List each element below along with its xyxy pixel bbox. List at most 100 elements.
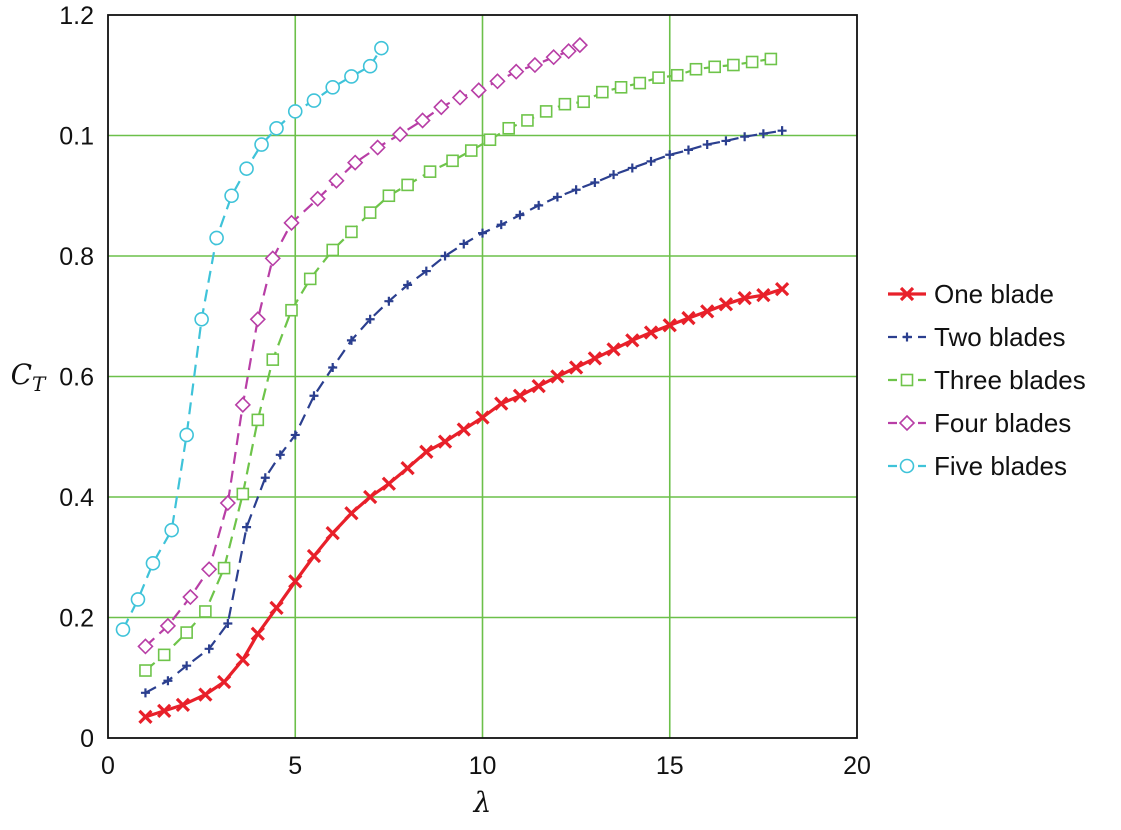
data-point [456,422,471,437]
data-point [345,225,358,239]
data-point [494,396,509,411]
data-point [306,93,322,108]
data-point [737,291,752,306]
data-point [269,120,284,136]
data-point [670,68,684,82]
data-point [423,165,437,178]
data-point [708,60,721,74]
data-point [437,434,453,449]
y-tick-label: 0.8 [59,243,94,271]
data-point [260,473,270,483]
data-point [419,444,434,459]
data-point [363,489,378,505]
data-point [346,335,356,345]
data-point [180,626,193,639]
series-line [144,129,783,694]
series-2 [140,126,787,698]
data-point [568,360,584,375]
data-point [683,145,693,155]
data-point [182,661,192,671]
data-point [251,413,265,427]
data-point [250,626,265,641]
y-tick-label: 0.2 [59,605,94,633]
data-point [288,574,303,589]
data-point [140,688,150,698]
data-point [777,126,787,136]
data-point [145,555,161,571]
data-point [508,63,525,80]
data-point [138,709,153,725]
data-point [689,62,703,76]
data-point [157,648,171,662]
y-tick-label: 0.1 [59,123,94,151]
data-point [590,177,600,187]
data-point [571,185,581,195]
series-1 [138,282,790,725]
data-point [139,664,152,677]
x-tick-label: 20 [843,752,871,780]
data-point [269,600,284,615]
data-point [662,318,677,333]
data-point [496,220,506,230]
data-point [489,73,506,90]
data-point [137,638,154,655]
data-point [369,139,386,156]
grid [108,15,857,738]
data-point [681,310,696,326]
data-point [200,561,218,578]
data-point [643,325,659,340]
data-point [115,622,131,637]
data-point [275,450,285,460]
y-axis-title-subscript: T [32,372,47,396]
data-point [718,297,734,312]
data-point [526,56,544,74]
data-point [531,379,546,394]
data-point [182,588,199,606]
legend-item: Two blades [888,322,1066,352]
legend-label: Three blades [934,365,1086,395]
data-point [539,105,553,118]
data-point [633,76,647,90]
data-point [550,369,565,384]
data-point [344,506,359,521]
data-point [774,282,790,297]
data-point [249,311,266,328]
data-point [606,342,621,357]
data-point [325,526,340,541]
data-point [700,304,715,319]
data-point [483,133,497,147]
data-point [347,154,364,171]
data-point [283,214,300,231]
data-point [464,144,478,157]
data-point [285,303,298,317]
data-point [433,99,450,116]
data-point [665,150,675,160]
legend-marker [899,286,915,302]
data-point [652,71,665,84]
x-tick-label: 5 [288,752,302,780]
x-tick-label: 15 [656,752,684,780]
data-point [164,522,179,538]
data-point [224,188,239,204]
data-point [219,494,236,512]
data-point [236,487,250,501]
legend-item: One blade [888,279,1054,309]
series-4 [137,36,589,655]
data-series [115,36,790,725]
data-point [382,189,396,203]
data-point [421,266,431,276]
data-point [558,97,572,111]
data-point [204,644,214,654]
data-point [374,40,389,56]
legend-label: Four blades [934,408,1071,438]
data-point [362,58,378,74]
data-point [740,132,750,142]
data-point [234,396,251,413]
legend: One blade Two blades Three blades Four blad… [888,279,1086,481]
data-point [199,605,212,618]
data-point [384,296,394,306]
data-point [325,80,341,95]
legend-item: Four blades [888,408,1071,438]
data-point [400,460,415,476]
